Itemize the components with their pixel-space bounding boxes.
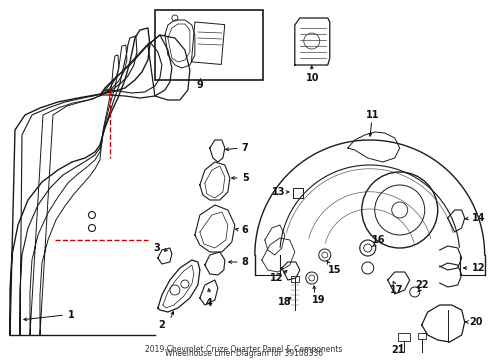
Bar — [292, 188, 302, 198]
Text: 14: 14 — [471, 213, 484, 223]
Text: 18: 18 — [277, 297, 291, 307]
Text: 4: 4 — [205, 298, 212, 308]
Text: 2: 2 — [158, 320, 164, 330]
Text: 21: 21 — [391, 345, 405, 355]
Text: 5: 5 — [242, 173, 248, 183]
Text: 15: 15 — [327, 265, 341, 275]
Text: 10: 10 — [305, 73, 319, 83]
Bar — [397, 333, 409, 341]
Text: 8: 8 — [242, 257, 248, 267]
Text: 19: 19 — [311, 295, 325, 305]
Bar — [191, 22, 224, 64]
Text: 7: 7 — [242, 143, 248, 153]
Bar — [290, 276, 298, 282]
Text: 12: 12 — [269, 273, 283, 283]
Bar — [155, 10, 262, 80]
Text: 13: 13 — [271, 187, 285, 197]
Text: 12: 12 — [471, 263, 484, 273]
Text: 6: 6 — [242, 225, 248, 235]
Text: 9: 9 — [196, 80, 203, 90]
Text: 1: 1 — [68, 310, 75, 320]
Text: 2019 Chevrolet Cruze Quarter Panel & Components: 2019 Chevrolet Cruze Quarter Panel & Com… — [145, 345, 342, 354]
Text: Wheelhouse Liner Diagram for 39108336: Wheelhouse Liner Diagram for 39108336 — [164, 349, 322, 358]
Text: 22: 22 — [415, 280, 428, 290]
Bar — [417, 333, 425, 339]
Text: 20: 20 — [469, 317, 482, 327]
Text: 16: 16 — [371, 235, 385, 245]
Text: 3: 3 — [153, 243, 159, 253]
Text: 17: 17 — [389, 285, 403, 295]
Text: 11: 11 — [365, 110, 379, 120]
